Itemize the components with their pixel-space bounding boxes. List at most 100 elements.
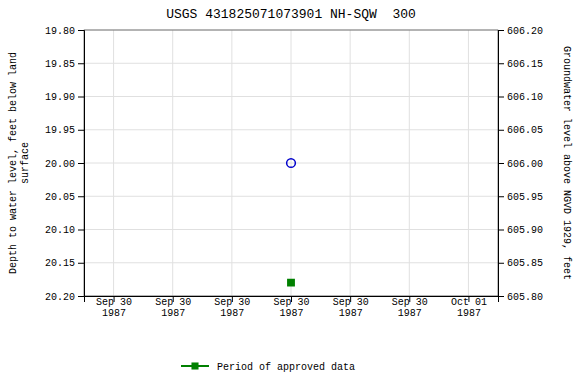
title: USGS 431825071073901 NH-SQW 300 <box>166 7 416 22</box>
text-line: Sep 30 <box>155 297 191 308</box>
y2-tick: 606.15 <box>498 59 543 70</box>
text-line: 1987 <box>339 308 363 319</box>
y2-tick: 606.20 <box>498 26 543 37</box>
text-line: 1987 <box>279 308 303 319</box>
grid-line-x <box>291 30 292 296</box>
y-tick-label: 20.05 <box>45 192 75 203</box>
y2-tick-label: 605.80 <box>507 292 543 303</box>
y-tick: 20.05 <box>45 192 84 203</box>
point <box>288 280 294 286</box>
y2-tick-label: 606.05 <box>507 125 543 136</box>
y-tick: 19.95 <box>45 125 84 136</box>
x-axis: Sep 301987Sep 301987Sep 301987Sep 301987… <box>85 296 499 319</box>
x-tick: Oct 011987 <box>451 296 487 319</box>
text-line: Sep 30 <box>333 297 369 308</box>
y2-tick-label: 606.20 <box>507 26 543 37</box>
legend-item: Period of approved data <box>181 362 355 373</box>
y2-tick-label: 606.15 <box>507 59 543 70</box>
legend: Period of approved data <box>181 362 355 373</box>
x-tick-label: Sep 301987 <box>214 297 250 319</box>
legend-swatch-marker <box>191 362 198 369</box>
y-tick-mark <box>78 30 84 31</box>
y-tick: 19.80 <box>45 26 84 37</box>
y2-tick-mark <box>498 196 504 197</box>
y2-tick: 605.80 <box>498 292 543 303</box>
y-tick-mark <box>78 263 84 264</box>
text-line: Sep 30 <box>96 297 132 308</box>
y2-tick: 605.85 <box>498 258 543 269</box>
y-tick-mark <box>78 196 84 197</box>
grid-line-x <box>409 30 410 296</box>
y2-axis-title: Groundwater level above NGVD 1929, feet <box>561 46 572 280</box>
marks <box>287 159 296 286</box>
y2-tick-label: 605.85 <box>507 258 543 269</box>
y-tick-label: 19.90 <box>45 92 75 103</box>
y2-tick-mark <box>498 130 504 131</box>
y-tick: 20.20 <box>45 292 84 303</box>
x-tick-label: Sep 301987 <box>273 297 309 319</box>
text-line: 1987 <box>220 308 244 319</box>
y-tick-mark <box>78 296 84 297</box>
legend-label: Period of approved data <box>217 362 355 373</box>
grid-line-x <box>113 30 114 296</box>
y2-tick: 605.90 <box>498 225 543 236</box>
text-line: 1987 <box>161 308 185 319</box>
y-tick-mark <box>78 63 84 64</box>
y2-tick: 606.00 <box>498 159 543 170</box>
x-tick: Sep 301987 <box>96 296 132 319</box>
x-tick-label: Sep 301987 <box>333 297 369 319</box>
y-tick: 19.85 <box>45 59 84 70</box>
y-axis-line <box>78 31 85 297</box>
grid-line-x <box>350 30 351 296</box>
y-tick-label: 20.10 <box>45 225 75 236</box>
y2-tick-mark <box>498 230 504 231</box>
y-axis: 19.80 19.85 19.90 19.95 20.00 20.05 20.10 20.15… <box>45 26 85 303</box>
y-tick-mark <box>78 230 84 231</box>
y-tick-label: 20.20 <box>45 292 75 303</box>
grid-line-x <box>172 30 173 296</box>
y-tick-label: 19.80 <box>45 26 75 37</box>
y-tick: 20.15 <box>45 258 84 269</box>
y2-tick-mark <box>498 163 504 164</box>
y-axis-title: Depth to water level, feet below landsur… <box>8 52 31 274</box>
plot: 19.80 19.85 19.90 19.95 20.00 20.05 20.10 20.15… <box>45 26 543 319</box>
y2-tick: 606.05 <box>498 125 543 136</box>
grid <box>84 30 498 296</box>
y2-tick-label: 606.10 <box>507 92 543 103</box>
text-line: surface <box>20 142 31 184</box>
x-tick-label: Oct 011987 <box>451 297 487 319</box>
y-tick: 19.90 <box>45 92 84 103</box>
y2-tick-mark <box>498 97 504 98</box>
grid-line-x <box>468 30 469 296</box>
y2-tick: 606.10 <box>498 92 543 103</box>
text-line: 1987 <box>398 308 422 319</box>
y-tick-mark <box>78 97 84 98</box>
x-tick: Sep 301987 <box>392 296 428 319</box>
y2-tick-label: 606.00 <box>507 159 543 170</box>
x-tick: Sep 301987 <box>214 296 250 319</box>
text-line: Depth to water level, feet below land <box>8 52 19 274</box>
y-tick: 20.10 <box>45 225 84 236</box>
y2-tick-label: 605.90 <box>507 225 543 236</box>
x-tick: Sep 301987 <box>273 296 309 319</box>
y-tick-label: 19.85 <box>45 59 75 70</box>
plot-frame <box>84 30 498 296</box>
text-line: Oct 01 <box>451 297 487 308</box>
y2-tick-mark <box>498 30 504 31</box>
text-line: Sep 30 <box>392 297 428 308</box>
text-line: Sep 30 <box>214 297 250 308</box>
x-tick-label: Sep 301987 <box>392 297 428 319</box>
x-tick-label: Sep 301987 <box>96 297 132 319</box>
y2-tick-label: 605.95 <box>507 192 543 203</box>
y-tick-label: 20.00 <box>45 159 75 170</box>
text-line: 1987 <box>457 308 481 319</box>
chart: 19.80 19.85 19.90 19.95 20.00 20.05 20.10 20.15… <box>0 0 576 384</box>
x-tick: Sep 301987 <box>333 296 369 319</box>
y2-tick-mark <box>498 263 504 264</box>
text-line: Sep 30 <box>273 297 309 308</box>
y-tick-label: 19.95 <box>45 125 75 136</box>
y-tick-mark <box>78 163 84 164</box>
text-line: 1987 <box>102 308 126 319</box>
grid-line-x <box>231 30 232 296</box>
x-tick-label: Sep 301987 <box>155 297 191 319</box>
